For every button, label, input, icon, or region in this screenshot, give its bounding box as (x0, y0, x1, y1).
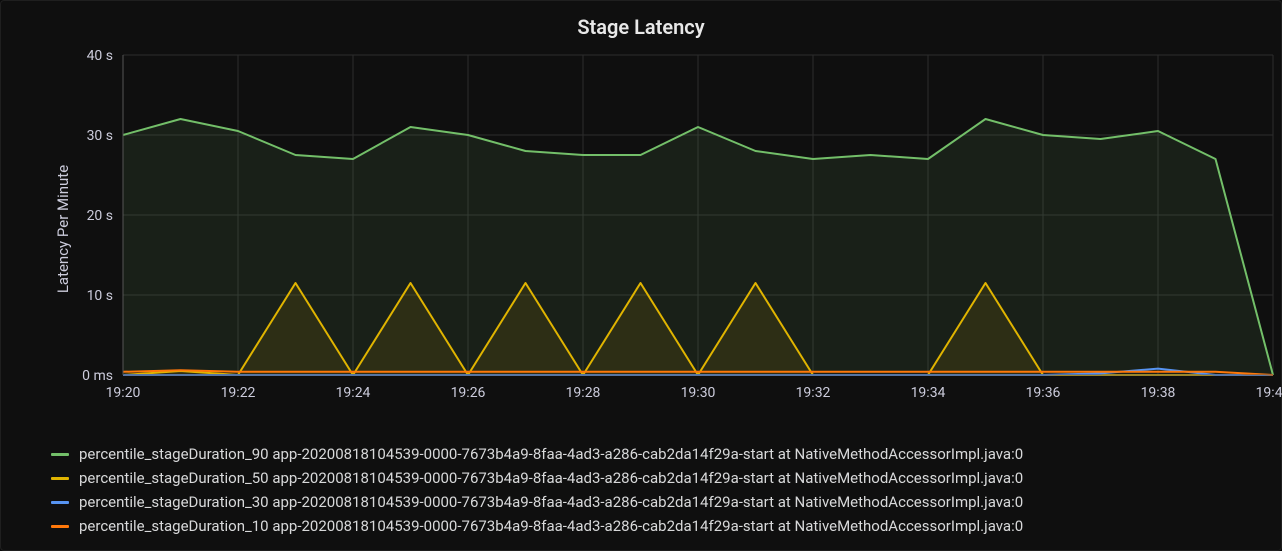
stage-latency-panel: Stage Latency Latency Per Minute 0 ms 10 … (0, 0, 1282, 551)
x-tick-label: 19:24 (336, 385, 371, 401)
y-axis-label: Latency Per Minute (54, 165, 72, 293)
y-tick-label: 0 ms (82, 368, 113, 384)
legend-swatch (51, 525, 69, 528)
legend-label: percentile_stageDuration_10 app-20200818… (79, 514, 1023, 538)
x-tick-label: 19:40 (1256, 385, 1282, 401)
x-tick-label: 19:32 (796, 385, 831, 401)
x-tick-label: 19:26 (451, 385, 486, 401)
x-tick-label: 19:22 (221, 385, 256, 401)
x-tick-label: 19:30 (681, 385, 716, 401)
chart-legend: percentile_stageDuration_90 app-20200818… (51, 442, 1263, 538)
legend-label: percentile_stageDuration_50 app-20200818… (79, 466, 1023, 490)
chart-container: Latency Per Minute 0 ms 10 s 20 s 30 s 40 s 1… (51, 49, 1263, 409)
x-tick-label: 19:20 (106, 385, 141, 401)
legend-swatch (51, 477, 69, 480)
legend-label: percentile_stageDuration_30 app-20200818… (79, 490, 1023, 514)
legend-item-p90[interactable]: percentile_stageDuration_90 app-20200818… (51, 442, 1263, 466)
legend-item-p30[interactable]: percentile_stageDuration_30 app-20200818… (51, 490, 1263, 514)
legend-swatch (51, 453, 69, 456)
legend-label: percentile_stageDuration_90 app-20200818… (79, 442, 1023, 466)
x-tick-label: 19:28 (566, 385, 601, 401)
legend-item-p50[interactable]: percentile_stageDuration_50 app-20200818… (51, 466, 1263, 490)
x-tick-label: 19:38 (1141, 385, 1176, 401)
y-tick-label: 30 s (87, 128, 113, 144)
latency-chart: 0 ms 10 s 20 s 30 s 40 s 19:20 19:22 19:24 19:26… (51, 49, 1282, 407)
legend-swatch (51, 501, 69, 504)
y-tick-label: 20 s (87, 208, 113, 224)
y-tick-label: 10 s (87, 288, 113, 304)
x-tick-label: 19:34 (911, 385, 946, 401)
x-tick-label: 19:36 (1026, 385, 1061, 401)
y-tick-label: 40 s (87, 49, 113, 64)
legend-item-p10[interactable]: percentile_stageDuration_10 app-20200818… (51, 514, 1263, 538)
panel-title: Stage Latency (13, 15, 1269, 39)
